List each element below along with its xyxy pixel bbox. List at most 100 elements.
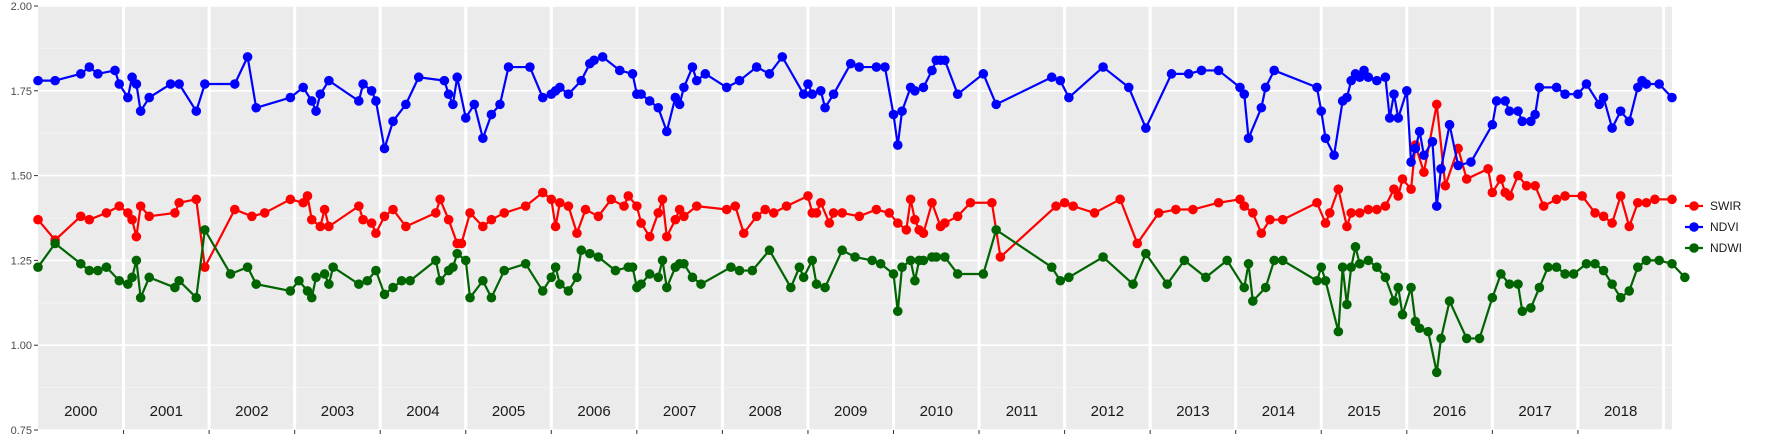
data-point-swir [84, 214, 95, 225]
data-point-ndwi [1098, 252, 1108, 262]
y-tick-label: 2.00 [11, 1, 32, 13]
data-point-swir [987, 197, 997, 208]
data-point-swir [1333, 184, 1344, 194]
data-point-ndvi [229, 79, 240, 89]
data-point-ndwi [1517, 306, 1528, 317]
data-point-ndwi [837, 245, 847, 256]
data-point-ndvi [927, 65, 937, 76]
legend-key-marker [1689, 243, 1699, 253]
data-point-ndvi [845, 58, 856, 69]
year-label: 2008 [748, 403, 781, 420]
data-point-ndvi [379, 143, 390, 154]
data-point-ndwi [794, 262, 805, 272]
data-point-ndvi [871, 62, 882, 72]
data-point-ndwi [576, 245, 587, 256]
series-ndvi [33, 52, 1677, 211]
data-point-swir [1325, 208, 1335, 218]
data-point-swir [644, 231, 655, 242]
data-point-swir [884, 208, 895, 218]
data-point-swir [229, 204, 240, 215]
data-point-ndwi [1316, 262, 1327, 272]
legend-item-swir: SWIR [1685, 199, 1742, 213]
data-point-ndvi [495, 99, 505, 110]
data-point-ndwi [431, 255, 441, 266]
data-point-swir [1265, 214, 1275, 225]
data-point-ndvi [306, 96, 317, 106]
data-point-ndwi [807, 255, 818, 266]
data-point-ndvi [460, 113, 471, 123]
data-point-ndvi [1316, 106, 1327, 116]
data-point-swir [135, 201, 146, 211]
data-point-ndvi [1239, 89, 1250, 99]
data-point-ndwi [1243, 258, 1254, 269]
data-point-ndvi [1624, 116, 1635, 127]
data-point-ndvi [1414, 126, 1425, 137]
data-point-ndwi [1414, 323, 1425, 334]
data-point-swir [653, 208, 664, 218]
data-point-ndwi [585, 248, 595, 259]
data-point-ndwi [610, 265, 621, 276]
data-point-ndwi [1632, 262, 1643, 272]
data-point-ndwi [448, 262, 458, 272]
data-point-ndvi [366, 86, 377, 96]
year-label: 2001 [150, 403, 183, 420]
data-point-swir [1431, 99, 1442, 110]
data-point-ndwi [1372, 262, 1382, 272]
data-point-swir [623, 191, 634, 201]
data-point-ndwi [1607, 279, 1617, 289]
data-point-swir [127, 214, 137, 225]
data-point-ndvi [614, 65, 625, 76]
data-point-ndvi [131, 79, 142, 89]
data-point-ndvi [674, 99, 685, 110]
data-point-ndwi [940, 252, 950, 262]
data-point-ndwi [1248, 296, 1258, 306]
data-point-ndvi [174, 79, 184, 89]
data-point-ndvi [1183, 69, 1194, 79]
legend: SWIR NDVI NDWI [1685, 199, 1742, 255]
data-point-swir [751, 211, 762, 222]
data-point-swir [1483, 164, 1493, 174]
data-point-swir [803, 191, 813, 201]
data-point-swir [1393, 191, 1404, 201]
data-point-ndwi [486, 292, 497, 303]
data-point-ndvi [1598, 92, 1609, 103]
data-point-swir [1051, 201, 1061, 211]
data-point-ndwi [1615, 292, 1626, 303]
data-point-ndvi [1560, 89, 1570, 99]
data-point-ndvi [1372, 75, 1382, 86]
year-label: 2011 [1006, 403, 1038, 420]
data-point-ndwi [1474, 333, 1485, 344]
year-label: 2003 [321, 403, 354, 420]
data-point-ndvi [691, 75, 702, 86]
data-point-swir [679, 211, 689, 222]
data-point-swir [871, 204, 882, 215]
data-point-ndvi [627, 69, 638, 79]
data-point-swir [324, 221, 334, 232]
data-point-swir [170, 208, 180, 218]
data-point-swir [768, 208, 779, 218]
data-point-ndvi [1141, 123, 1151, 133]
data-point-ndwi [687, 272, 698, 283]
data-point-ndvi [1342, 92, 1352, 103]
data-point-ndvi [1431, 201, 1442, 211]
data-point-ndvi [1393, 113, 1404, 123]
data-point-swir [191, 194, 202, 205]
year-labels: 2000 2001 2002 2003 2004 2005 2006 2007 2008 2009… [64, 403, 1637, 420]
data-point-ndwi [1526, 303, 1536, 313]
data-point-swir [174, 197, 184, 208]
data-point-ndwi [294, 275, 304, 286]
data-point-ndwi [546, 272, 557, 283]
data-point-ndwi [1406, 282, 1416, 293]
data-point-ndvi [144, 92, 155, 103]
data-point-swir [815, 197, 826, 208]
data-point-ndwi [644, 269, 655, 279]
data-point-ndwi [798, 272, 809, 283]
data-point-ndwi [1269, 255, 1279, 266]
data-point-ndwi [285, 286, 296, 296]
data-point-ndwi [1581, 258, 1592, 269]
data-point-ndwi [811, 279, 822, 289]
data-point-swir [606, 194, 616, 205]
data-point-ndvi [413, 72, 424, 83]
data-point-ndwi [1389, 296, 1399, 306]
data-point-swir [572, 228, 582, 239]
